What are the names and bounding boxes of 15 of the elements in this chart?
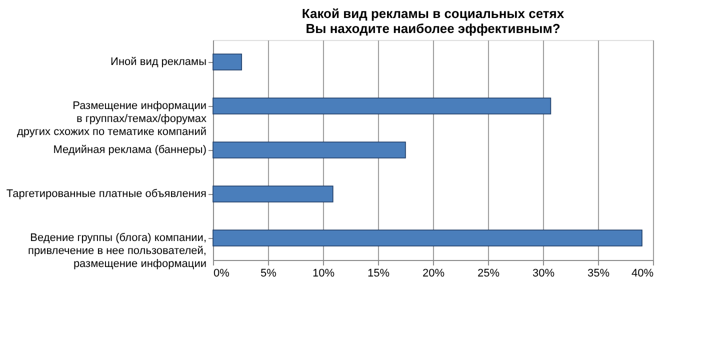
y-tick-label: Ведение группы (блога) компании, привлечение в нее пользователей, размещение информации bbox=[28, 232, 206, 270]
x-tick-label: 25% bbox=[477, 268, 500, 280]
x-tick-label: 10% bbox=[312, 268, 335, 280]
x-tick-label: 0% bbox=[214, 268, 230, 280]
y-tick-label: Медийная реклама (баннеры) bbox=[53, 144, 206, 156]
x-tick-label: 30% bbox=[532, 268, 555, 280]
chart-title: Какой вид рекламы в социальных сетях Вы находите наиболее эффективным? bbox=[302, 6, 565, 36]
y-tick-label: Иной вид рекламы bbox=[110, 56, 207, 68]
x-tick-label: 20% bbox=[422, 268, 445, 280]
x-tick-label: 35% bbox=[587, 268, 610, 280]
x-tick-label: 15% bbox=[367, 268, 390, 280]
y-tick-label: Таргетированные платные объявления bbox=[6, 188, 207, 200]
x-tick-label: 5% bbox=[260, 268, 277, 280]
y-tick-label: Размещение информации в группах/темах/форумах других схожих по тематике компаний bbox=[16, 100, 207, 138]
x-tick-label: 40% bbox=[631, 268, 654, 280]
